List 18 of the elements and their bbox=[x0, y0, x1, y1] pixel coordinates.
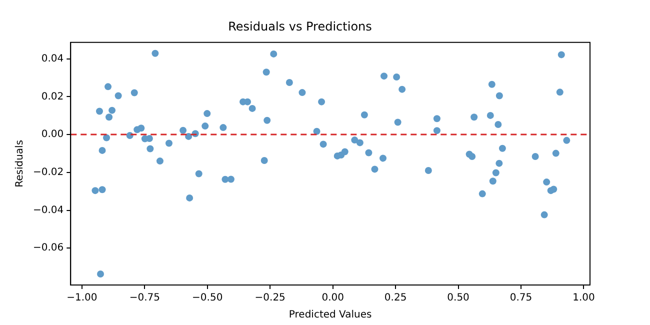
x-tick-label: 0.00 bbox=[322, 292, 344, 304]
y-tick-label: 0.04 bbox=[41, 53, 64, 64]
x-tick-label: −0.75 bbox=[129, 292, 160, 304]
y-tick-label: −0.04 bbox=[32, 204, 64, 216]
y-tick-label: 0.00 bbox=[41, 129, 64, 140]
chart-title: Residuals vs Predictions bbox=[228, 19, 372, 34]
y-tick-label: −0.02 bbox=[32, 167, 64, 178]
x-tick-label: 0.75 bbox=[510, 292, 532, 304]
x-tick-label: 1.00 bbox=[572, 292, 595, 304]
y-axis-title: Residuals bbox=[14, 140, 26, 188]
x-axis-title: Predicted Values bbox=[288, 310, 372, 321]
x-tick-label: 0.25 bbox=[384, 292, 407, 304]
x-tick-label: −0.50 bbox=[192, 292, 223, 304]
x-tick-label: 0.50 bbox=[447, 292, 470, 304]
y-tick-label: 0.02 bbox=[41, 91, 64, 102]
x-tick-label: −1.00 bbox=[66, 292, 98, 304]
x-tick-label: −0.25 bbox=[254, 292, 286, 304]
y-tick-label: −0.06 bbox=[32, 242, 64, 254]
